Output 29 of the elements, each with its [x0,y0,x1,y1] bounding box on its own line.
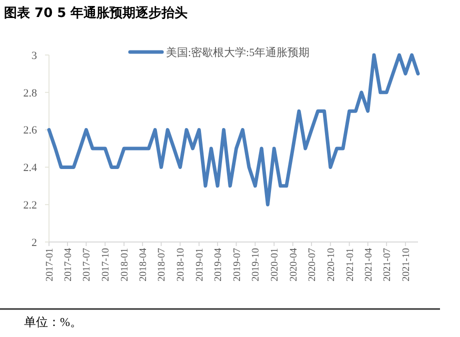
x-tick-label: 2020-04 [288,248,300,282]
y-tick-label: 2.6 [23,124,38,137]
x-tick-label: 2018-10 [176,248,187,282]
x-tick-label: 2018-01 [120,248,131,282]
x-tick-label: 2019-01 [194,248,206,282]
x-tick-label: 2018-04 [138,248,150,282]
x-tick-label: 2020-01 [270,248,281,282]
x-tick-label: 2021-04 [363,248,374,282]
x-tick-label: 2018-07 [156,248,168,282]
x-tick-label: 2021-07 [382,248,394,282]
y-tick-label: 3 [32,50,38,62]
x-tick-label: 2017-07 [82,248,93,282]
x-tick-label: 2021-10 [400,248,412,282]
x-tick-label: 2021-01 [344,248,356,282]
chart-title: 图表 70 5 年通胀预期逐步抬头 [4,5,188,21]
x-tick-label: 2017-04 [63,248,74,282]
y-tick-label: 2.4 [23,162,38,174]
x-tick-label: 2019-10 [250,248,262,282]
x-tick-label: 2017-10 [100,248,112,282]
y-tick-label: 2.2 [23,199,37,212]
x-tick-label: 2020-07 [307,248,318,282]
y-tick-label: 2 [32,236,37,249]
x-tick-label: 2019-07 [232,248,243,282]
legend-label: 美国:密歇根大学:5年通胀预期 [166,46,310,59]
text: 单位：%。 [24,315,82,329]
x-tick-label: 2020-10 [326,248,337,282]
x-tick-label: 2019-04 [213,248,224,282]
x-tick-label: 2017-01 [44,248,56,282]
y-tick-label: 2.8 [23,87,38,100]
